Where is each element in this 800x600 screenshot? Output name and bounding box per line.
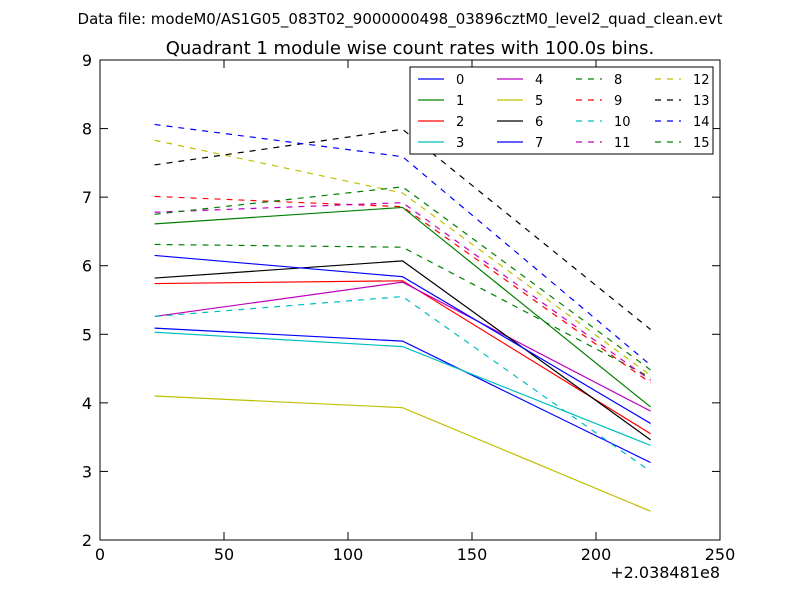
legend-label-15: 15 [693,136,710,151]
y-tick-label: 7 [82,188,92,207]
x-offset-label: +2.038481e8 [610,563,720,582]
y-tick-label: 2 [82,531,92,550]
legend-label-12: 12 [693,73,710,88]
legend-label-2: 2 [456,115,464,130]
plot-frame [99,59,721,541]
y-tick-label: 4 [82,394,92,413]
series-line-4 [154,281,651,412]
x-tick-label: 0 [95,545,105,564]
series-line-6 [154,260,651,441]
series-line-2 [154,280,651,435]
y-tick-label: 8 [82,120,92,139]
series-line-8 [154,243,651,379]
series-line-13 [154,128,651,330]
x-tick-label: 200 [581,545,612,564]
series-line-11 [154,202,651,381]
x-tick-label: 50 [214,545,234,564]
y-tick-label: 9 [82,51,92,70]
supertitle: Data file: modeM0/AS1G05_083T02_90000004… [78,10,723,29]
x-tick-label: 100 [333,545,364,564]
chart-title: Quadrant 1 module wise count rates with … [166,38,655,59]
series-line-3 [154,331,651,446]
legend-label-9: 9 [614,94,622,109]
legend-frame [409,66,714,155]
legend-label-0: 0 [456,73,464,88]
legend-label-7: 7 [535,136,543,151]
series-line-7 [154,254,651,424]
series-line-1 [154,206,651,408]
x-tick-label: 150 [457,545,488,564]
y-tick-label: 6 [82,257,92,276]
legend-label-4: 4 [535,73,543,88]
series-line-12 [154,139,651,376]
series-line-9 [154,195,651,384]
legend-label-6: 6 [535,115,543,130]
series-line-15 [154,186,651,371]
y-tick-label: 3 [82,462,92,481]
series-line-5 [154,395,651,512]
series-layer [154,123,651,512]
legend-label-10: 10 [614,115,631,130]
y-tick-label: 5 [82,325,92,344]
series-line-10 [154,295,651,472]
legend-label-13: 13 [693,94,710,109]
legend-label-5: 5 [535,94,543,109]
legend-label-11: 11 [614,136,631,151]
series-line-0 [154,327,651,464]
legend-label-14: 14 [693,115,710,130]
x-tick-label: 250 [705,545,736,564]
legend-label-1: 1 [456,94,464,109]
legend-label-3: 3 [456,136,464,151]
legend-label-8: 8 [614,73,622,88]
